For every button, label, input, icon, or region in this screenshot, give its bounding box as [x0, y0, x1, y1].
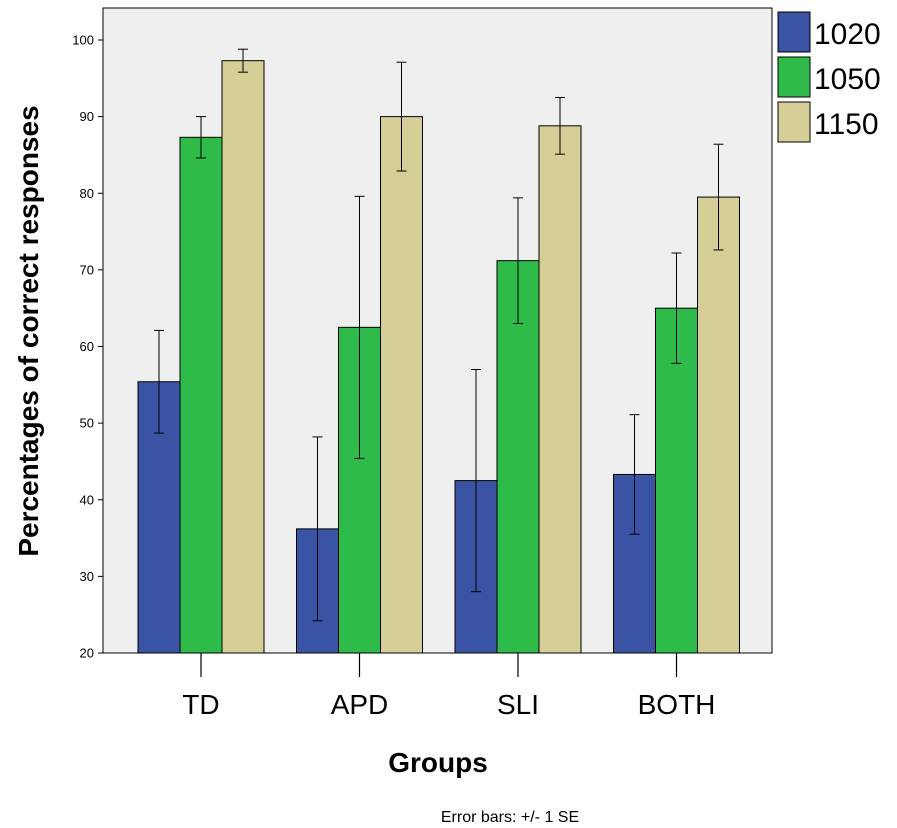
- x-tick-label: APD: [331, 689, 389, 720]
- legend-swatch: [777, 101, 811, 143]
- bar: [655, 307, 698, 654]
- x-tick-label: SLI: [497, 689, 539, 720]
- legend-label: 1020: [814, 18, 881, 51]
- y-tick-label: 70: [80, 262, 94, 277]
- legend-swatch: [777, 56, 811, 98]
- legend-swatch: [777, 11, 811, 53]
- y-tick-label: 40: [80, 492, 94, 507]
- bar: [697, 196, 740, 654]
- legend: 1020 1050 1150: [777, 11, 881, 143]
- bar: [179, 136, 223, 654]
- y-tick-label: 90: [80, 109, 94, 124]
- x-tick-label: BOTH: [638, 689, 716, 720]
- bar: [496, 260, 540, 654]
- x-axis-title: Groups: [388, 747, 488, 778]
- y-tick-label: 60: [80, 339, 94, 354]
- y-tick-label: 80: [80, 186, 94, 201]
- legend-label: 1050: [814, 63, 881, 96]
- y-tick-label: 50: [80, 416, 94, 431]
- bar: [221, 60, 265, 654]
- y-axis: 20 30 40 50 60 70 80 90 100: [72, 33, 103, 661]
- x-axis: TD APD SLI BOTH: [182, 653, 715, 720]
- y-axis-title: Percentages of correct responses: [13, 105, 44, 556]
- y-tick-label: 30: [80, 569, 94, 584]
- y-tick-label: 20: [80, 646, 94, 661]
- bar: [538, 125, 582, 654]
- bars-layer: [137, 48, 740, 654]
- legend-label: 1150: [814, 108, 879, 141]
- bar: [380, 116, 423, 654]
- error-bars-note: Error bars: +/- 1 SE: [441, 809, 579, 826]
- x-tick-label: TD: [182, 689, 219, 720]
- y-tick-label: 100: [72, 33, 94, 48]
